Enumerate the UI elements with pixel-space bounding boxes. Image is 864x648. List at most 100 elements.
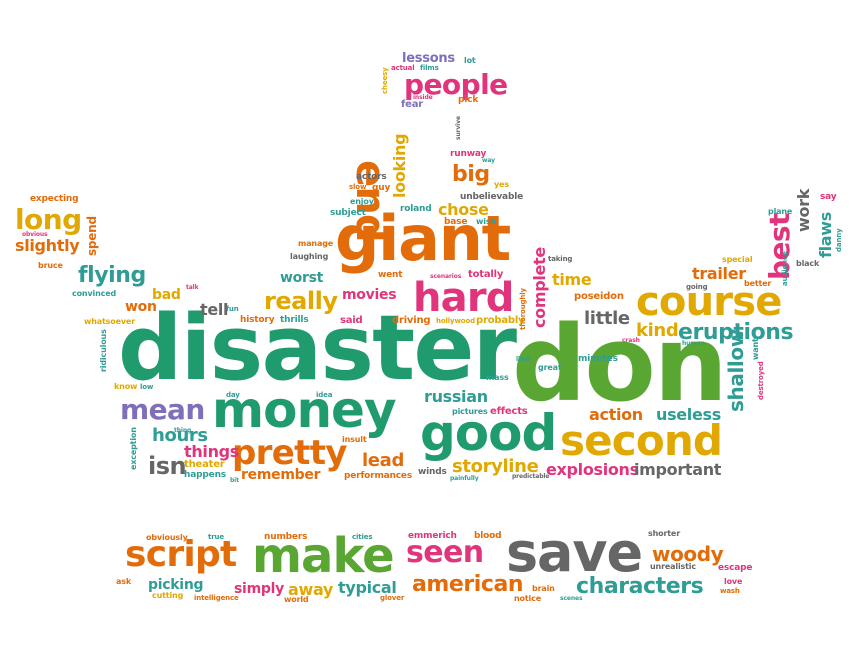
word-base: base (444, 217, 468, 227)
word-thing: thing (174, 427, 192, 434)
word-lessons: lessons (402, 51, 455, 66)
word-bit: bit (230, 477, 239, 484)
word-time: time (552, 270, 592, 289)
word-work: work (794, 188, 813, 232)
word-isn: isn (148, 452, 187, 480)
word-laughing: laughing (290, 252, 329, 261)
word-idea: idea (316, 391, 333, 399)
word-history: history (240, 315, 275, 325)
word-american: american (412, 572, 524, 597)
word-runway: runway (450, 149, 487, 159)
word-effects: effects (490, 406, 528, 417)
word-black: black (796, 259, 820, 268)
word-shallow: shallow (724, 329, 748, 412)
word-cheesy: cheesy (381, 67, 389, 94)
word-scenes: scenes (560, 595, 583, 602)
word-eruptions: eruptions (678, 320, 794, 345)
word-course: course (636, 279, 782, 325)
word-movies: movies (342, 287, 397, 303)
word-minutes: minutes (578, 354, 618, 364)
word-slightly: slightly (15, 236, 80, 255)
word-great: great (538, 363, 562, 372)
word-trailer: trailer (692, 264, 746, 283)
word-flaws: flaws (816, 212, 835, 258)
word-wash: wash (720, 587, 740, 595)
word-good: good (420, 404, 557, 462)
word-typical: typical (338, 578, 397, 597)
word-roland: roland (400, 204, 432, 214)
word-mass: mass (486, 373, 509, 382)
word-numbers: numbers (264, 532, 308, 542)
word-worst: worst (280, 270, 324, 286)
word-bruce: bruce (38, 261, 63, 270)
word-talk: talk (186, 284, 199, 291)
word-danny: danny (835, 228, 843, 252)
word-scenarios: scenarios (430, 273, 462, 280)
word-exception: exception (129, 427, 138, 470)
word-whatsoever: whatsoever (84, 317, 135, 326)
word-hours: hours (152, 425, 208, 446)
word-taking: taking (548, 255, 573, 263)
word-chose: chose (438, 200, 489, 219)
word-manage: manage (298, 239, 334, 248)
word-shorter: shorter (648, 529, 680, 538)
word-poseidon: poseidon (574, 291, 624, 302)
word-better: better (744, 279, 772, 288)
word-fun: fun (226, 305, 239, 313)
word-driving: driving (392, 315, 431, 326)
word-slow: slow (349, 183, 367, 191)
word-obvious: obvious (22, 231, 48, 238)
word-convinced: convinced (72, 289, 117, 298)
word-complete: complete (530, 247, 549, 328)
word-notice: notice (514, 594, 541, 603)
word-ask: ask (116, 577, 132, 586)
word-looking: looking (390, 133, 409, 198)
word-painfully: painfully (450, 475, 479, 482)
word-people: people (404, 68, 508, 101)
word-cities: cities (352, 533, 373, 541)
word-won: won (125, 299, 157, 315)
word-human: human (682, 340, 705, 347)
word-insult: insult (342, 435, 367, 444)
word-escape: escape (718, 563, 753, 573)
word-important: important (634, 460, 722, 479)
word-bad: bad (152, 287, 181, 303)
word-limit: limit (516, 356, 531, 363)
word-low: low (140, 383, 154, 391)
word-picking: picking (148, 577, 204, 593)
word-true: true (208, 533, 224, 541)
word-spend: spend (85, 216, 99, 256)
word-woody: woody (652, 542, 724, 566)
word-flying: flying (78, 263, 146, 288)
word-unbelievable: unbelievable (460, 192, 524, 202)
word-probably: probably (476, 315, 525, 326)
word-tell: tell (200, 300, 229, 319)
word-winds: winds (418, 467, 447, 477)
word-seen: seen (406, 535, 484, 570)
word-lot: lot (464, 56, 476, 65)
word-guy: guy (372, 183, 391, 193)
word-happens: happens (184, 470, 226, 480)
word-pretty: pretty (232, 433, 347, 473)
word-obviously: obviously (146, 533, 188, 542)
word-giant: giant (335, 202, 511, 275)
word-make: make (252, 528, 395, 584)
word-world: world (284, 595, 309, 604)
word-useless: useless (656, 405, 721, 424)
word-really: really (264, 287, 338, 315)
word-subject: subject (330, 208, 366, 218)
word-big: big (452, 162, 490, 187)
word-blood: blood (474, 531, 502, 541)
word-performances: performances (344, 471, 413, 481)
word-russian: russian (424, 387, 488, 406)
word-lead: lead (362, 450, 404, 471)
word-actual: actual (391, 64, 415, 72)
word-fear: fear (401, 99, 424, 110)
word-things: things (184, 442, 239, 461)
word-way: way (482, 157, 495, 164)
word-little: little (584, 308, 630, 329)
word-second: second (560, 416, 723, 465)
word-inside: inside (413, 94, 433, 101)
word-script: script (125, 534, 237, 575)
word-kind: kind (636, 320, 679, 341)
